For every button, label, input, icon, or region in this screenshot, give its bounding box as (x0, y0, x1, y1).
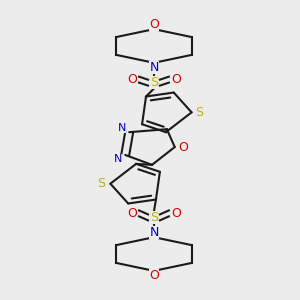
Text: S: S (98, 177, 106, 190)
Text: S: S (150, 211, 158, 224)
Text: O: O (127, 207, 137, 220)
Text: O: O (171, 207, 181, 220)
Text: O: O (127, 73, 137, 86)
Text: O: O (149, 18, 159, 31)
Text: N: N (149, 61, 159, 74)
Text: O: O (149, 269, 159, 282)
Text: N: N (118, 123, 126, 133)
Text: O: O (179, 140, 189, 154)
Text: S: S (150, 76, 158, 89)
Text: N: N (149, 226, 159, 239)
Text: S: S (196, 106, 203, 119)
Text: O: O (171, 73, 181, 86)
Text: N: N (114, 154, 122, 164)
